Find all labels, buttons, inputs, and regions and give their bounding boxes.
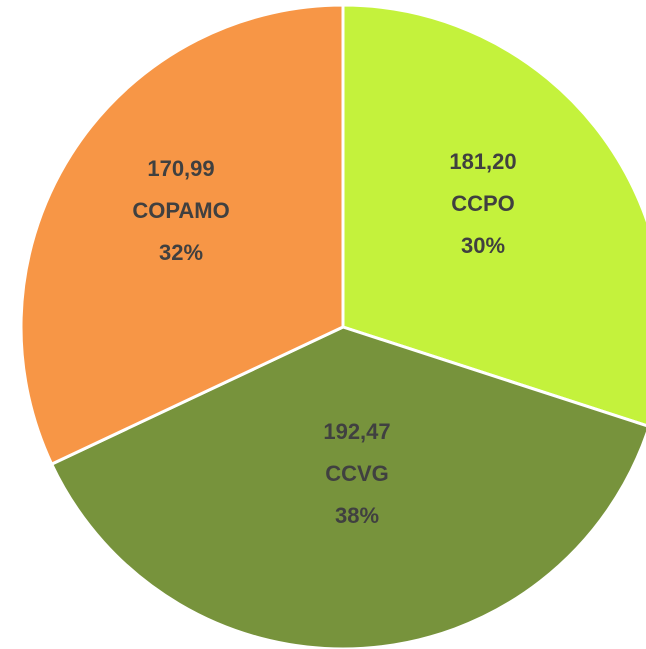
category-label: CCPO (451, 191, 515, 216)
percent-label: 38% (335, 503, 379, 528)
category-label: COPAMO (132, 198, 229, 223)
pie-slice (19, 3, 345, 466)
category-label: CCVG (325, 461, 389, 486)
pie-slice (341, 3, 646, 428)
percent-label: 32% (159, 240, 203, 265)
amount-label: 181,20 (449, 149, 516, 174)
amount-label: 192,47 (323, 419, 390, 444)
amount-label: 170,99 (147, 156, 214, 181)
pie-slice (50, 325, 646, 649)
percent-label: 30% (461, 233, 505, 258)
